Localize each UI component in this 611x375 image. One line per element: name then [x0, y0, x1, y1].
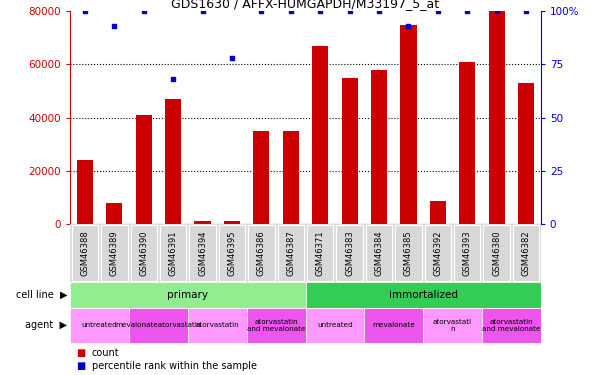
Text: GSM46371: GSM46371	[316, 230, 324, 276]
Text: GSM46387: GSM46387	[287, 230, 295, 276]
FancyBboxPatch shape	[248, 225, 274, 281]
FancyBboxPatch shape	[513, 225, 540, 281]
Text: GSM46388: GSM46388	[81, 230, 89, 276]
Text: GSM46393: GSM46393	[463, 230, 472, 276]
FancyBboxPatch shape	[71, 225, 98, 281]
Bar	[106, 202, 122, 224]
Text: atorvastatin: atorvastatin	[196, 322, 239, 328]
FancyBboxPatch shape	[395, 225, 422, 281]
Text: atorvastati
n: atorvastati n	[433, 319, 472, 332]
FancyBboxPatch shape	[337, 225, 363, 281]
Point	[345, 8, 354, 14]
Point	[403, 23, 413, 29]
Bar	[77, 160, 93, 224]
Point	[374, 8, 384, 14]
Text: GSM46385: GSM46385	[404, 230, 413, 276]
FancyBboxPatch shape	[131, 225, 157, 281]
Point	[227, 55, 237, 61]
Point	[521, 8, 531, 14]
FancyBboxPatch shape	[306, 282, 541, 308]
Text: primary: primary	[167, 290, 208, 300]
Text: GSM46389: GSM46389	[110, 230, 119, 276]
FancyBboxPatch shape	[307, 225, 334, 281]
Text: agent  ▶: agent ▶	[25, 320, 67, 330]
Bar	[312, 46, 328, 224]
FancyBboxPatch shape	[425, 225, 451, 281]
Bar	[371, 70, 387, 224]
Text: percentile rank within the sample: percentile rank within the sample	[92, 361, 257, 370]
FancyBboxPatch shape	[70, 282, 306, 308]
Text: immortalized: immortalized	[389, 290, 458, 300]
Point	[168, 76, 178, 82]
Text: ■: ■	[76, 361, 86, 370]
FancyBboxPatch shape	[160, 225, 186, 281]
Bar	[254, 131, 269, 224]
FancyBboxPatch shape	[129, 308, 188, 343]
FancyBboxPatch shape	[101, 225, 128, 281]
Text: GSM46391: GSM46391	[169, 230, 178, 276]
Point	[139, 8, 148, 14]
FancyBboxPatch shape	[454, 225, 480, 281]
FancyBboxPatch shape	[70, 308, 129, 343]
FancyBboxPatch shape	[219, 225, 245, 281]
Point	[433, 8, 443, 14]
Text: ■: ■	[76, 348, 86, 358]
FancyBboxPatch shape	[483, 225, 510, 281]
Text: count: count	[92, 348, 119, 358]
Bar	[342, 78, 357, 224]
Point	[109, 23, 119, 29]
Bar	[194, 221, 211, 224]
FancyBboxPatch shape	[366, 225, 392, 281]
Text: atorvastatin
and mevalonate: atorvastatin and mevalonate	[482, 319, 541, 332]
Bar	[165, 99, 181, 224]
Text: untreated: untreated	[317, 322, 353, 328]
Text: mevalonateatorvastatin: mevalonateatorvastatin	[115, 322, 202, 328]
Bar	[430, 201, 446, 224]
Text: mevalonate: mevalonate	[372, 322, 415, 328]
FancyBboxPatch shape	[277, 225, 304, 281]
FancyBboxPatch shape	[188, 308, 247, 343]
Point	[198, 8, 208, 14]
Text: GSM46395: GSM46395	[227, 230, 236, 276]
Bar	[400, 24, 417, 224]
Bar	[283, 131, 299, 224]
Bar	[136, 115, 152, 224]
FancyBboxPatch shape	[364, 308, 423, 343]
Text: atorvastatin
and mevalonate: atorvastatin and mevalonate	[247, 319, 306, 332]
Point	[463, 8, 472, 14]
Text: cell line  ▶: cell line ▶	[16, 290, 67, 300]
Point	[286, 8, 296, 14]
Text: GSM46383: GSM46383	[345, 230, 354, 276]
Point	[492, 8, 502, 14]
Text: GSM46392: GSM46392	[433, 230, 442, 276]
Bar	[489, 11, 505, 224]
Bar	[518, 83, 534, 224]
Text: untreated: untreated	[82, 322, 117, 328]
Text: GSM46386: GSM46386	[257, 230, 266, 276]
Text: GSM46384: GSM46384	[375, 230, 384, 276]
Point	[80, 8, 90, 14]
FancyBboxPatch shape	[482, 308, 541, 343]
FancyBboxPatch shape	[189, 225, 216, 281]
FancyBboxPatch shape	[247, 308, 306, 343]
Bar	[224, 221, 240, 224]
Title: GDS1630 / AFFX-HUMGAPDH/M33197_5_at: GDS1630 / AFFX-HUMGAPDH/M33197_5_at	[172, 0, 439, 10]
Text: GSM46394: GSM46394	[198, 230, 207, 276]
Text: GSM46390: GSM46390	[139, 230, 148, 276]
Text: GSM46382: GSM46382	[522, 230, 530, 276]
Point	[315, 8, 325, 14]
Text: GSM46380: GSM46380	[492, 230, 501, 276]
FancyBboxPatch shape	[423, 308, 482, 343]
FancyBboxPatch shape	[306, 308, 364, 343]
Bar	[459, 62, 475, 224]
Point	[257, 8, 266, 14]
